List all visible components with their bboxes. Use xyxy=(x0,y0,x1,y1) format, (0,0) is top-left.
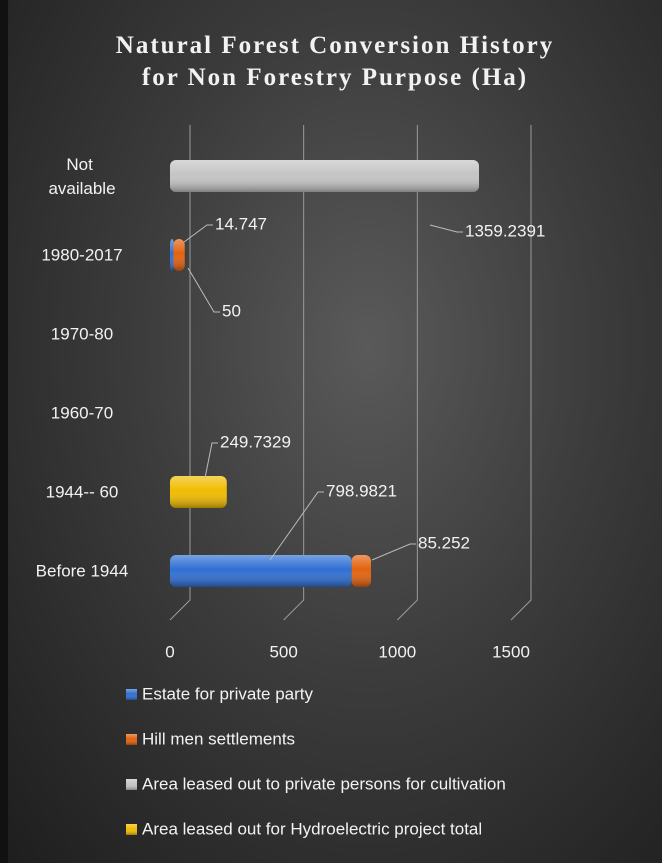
bar-shade xyxy=(170,555,352,587)
leader-line xyxy=(179,224,213,246)
bar-shade xyxy=(351,555,372,587)
leader-line xyxy=(429,224,463,233)
grid-line xyxy=(396,125,418,621)
leader-line xyxy=(269,491,324,561)
legend-swatch-shade xyxy=(126,734,137,745)
bar-shade xyxy=(170,239,174,271)
y-tick-label: 1970-80 xyxy=(51,324,113,343)
legend-label: Estate for private party xyxy=(142,684,314,703)
leader-line xyxy=(204,442,218,479)
chart-title: Natural Forest Conversion History for No… xyxy=(115,32,555,91)
leader-line xyxy=(187,267,220,313)
legend-label: Area leased out to private persons for c… xyxy=(142,774,506,793)
legend-label: Hill men settlements xyxy=(142,729,295,748)
grid-line xyxy=(283,125,305,621)
bar-shade xyxy=(170,160,480,192)
data-label: 85.252 xyxy=(418,533,470,552)
data-label: 50 xyxy=(222,301,241,320)
legend-label: Area leased out for Hydroelectric projec… xyxy=(142,819,482,838)
label-line: available xyxy=(48,179,115,198)
y-tick-label: 1980-2017 xyxy=(41,245,122,264)
y-tick-label: Before 1944 xyxy=(36,561,129,580)
data-label: 798.9821 xyxy=(326,481,397,500)
grid-line xyxy=(510,125,532,621)
x-tick-label: 1500 xyxy=(492,642,530,661)
legend-swatch-shade xyxy=(126,689,137,700)
grid-line xyxy=(169,125,191,621)
data-label: 14.747 xyxy=(215,214,267,233)
legend-swatch-shade xyxy=(126,779,137,790)
x-tick-label: 0 xyxy=(165,642,174,661)
label-line: Not xyxy=(66,155,97,174)
x-tick-label: 1000 xyxy=(378,642,416,661)
x-tick-label: 500 xyxy=(269,642,297,661)
y-tick-label: 1960-70 xyxy=(51,403,113,422)
leader-line xyxy=(371,543,416,561)
bar-shade xyxy=(173,239,185,271)
y-tick-label: 1944-- 60 xyxy=(46,482,119,501)
data-label: 249.7329 xyxy=(220,432,291,451)
bar-shade xyxy=(170,476,227,508)
legend-swatch-shade xyxy=(126,824,137,835)
data-label: 1359.2391 xyxy=(465,221,545,240)
chart-panel xyxy=(8,0,662,863)
y-tick-label: Not available xyxy=(48,155,115,198)
